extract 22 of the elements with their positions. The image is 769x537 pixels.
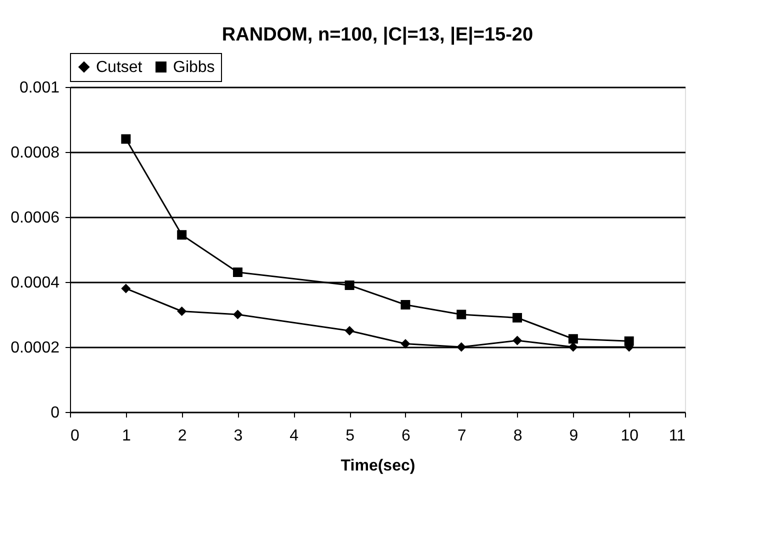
x-tick-label: 8 (513, 428, 522, 444)
x-tick-label: 5 (346, 428, 355, 444)
chart-title: RANDOM, n=100, |C|=13, |E|=15-20 (222, 24, 534, 46)
x-tick-label: 4 (290, 428, 299, 444)
x-tick-label: 9 (569, 428, 578, 444)
y-tick-label: 0 (50, 404, 60, 422)
x-axis-title: Time(sec) (340, 458, 416, 474)
x-tick-label: 3 (234, 428, 243, 444)
y-tick-label: 0.0006 (10, 210, 60, 226)
y-tick-label: 0.0002 (10, 340, 60, 356)
y-tick-label: 0.0008 (10, 144, 60, 162)
y-tick-label: 0.0004 (10, 274, 60, 292)
x-tick-label: 10 (620, 428, 639, 444)
x-tick-label: 7 (457, 428, 466, 444)
x-tick-label: 1 (122, 428, 131, 444)
x-tick-label: 6 (402, 428, 410, 444)
x-tick-label: 2 (178, 428, 187, 444)
legend-label: Cutset (96, 59, 143, 76)
x-tick-label: 11 (668, 428, 686, 444)
y-tick-label: 0.001 (19, 80, 60, 96)
x-tick-label: 0 (70, 428, 80, 444)
legend-label: Gibbs (173, 59, 215, 76)
